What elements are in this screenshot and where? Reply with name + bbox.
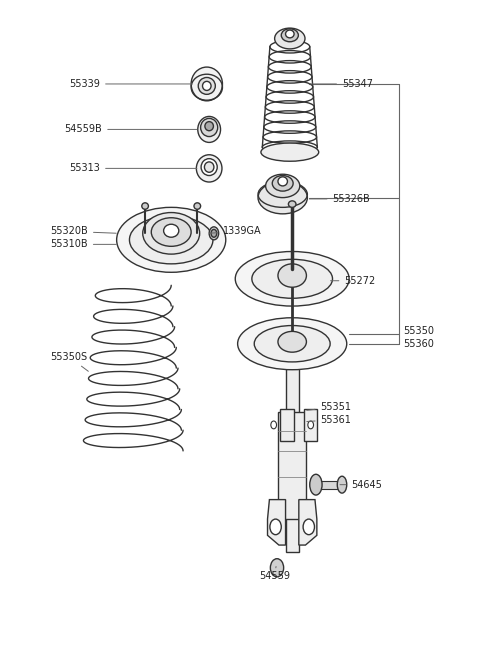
Ellipse shape [310, 474, 322, 495]
Text: 54559: 54559 [259, 567, 290, 580]
Circle shape [270, 519, 281, 534]
Circle shape [308, 421, 313, 429]
Text: 1339GA: 1339GA [210, 227, 262, 236]
Text: 55326B: 55326B [309, 194, 370, 204]
Circle shape [303, 519, 314, 534]
Text: 55310B: 55310B [50, 239, 116, 250]
Ellipse shape [337, 476, 347, 493]
Ellipse shape [205, 122, 214, 131]
Ellipse shape [198, 77, 216, 94]
Ellipse shape [278, 177, 288, 186]
Ellipse shape [142, 203, 148, 210]
Ellipse shape [252, 259, 333, 298]
Ellipse shape [254, 326, 330, 362]
Ellipse shape [164, 224, 179, 237]
Ellipse shape [198, 117, 220, 142]
Ellipse shape [194, 203, 201, 210]
Ellipse shape [270, 559, 284, 577]
Ellipse shape [143, 213, 200, 254]
Ellipse shape [196, 155, 222, 182]
Ellipse shape [238, 318, 347, 369]
Text: 55351: 55351 [307, 402, 352, 412]
Text: 54559B: 54559B [64, 124, 197, 134]
Text: 54645: 54645 [340, 479, 383, 490]
Text: 55339: 55339 [69, 79, 192, 89]
Text: 55361: 55361 [307, 415, 351, 424]
Ellipse shape [265, 174, 300, 198]
Ellipse shape [203, 81, 211, 90]
Ellipse shape [151, 217, 191, 246]
Ellipse shape [191, 67, 222, 101]
Ellipse shape [201, 159, 217, 176]
Ellipse shape [261, 143, 319, 161]
Ellipse shape [204, 162, 214, 172]
Ellipse shape [258, 181, 307, 214]
Ellipse shape [281, 29, 299, 42]
Ellipse shape [275, 28, 305, 49]
Text: 55313: 55313 [69, 163, 197, 174]
Text: 55360: 55360 [404, 339, 434, 348]
Ellipse shape [278, 264, 306, 288]
Bar [316, 481, 342, 489]
Ellipse shape [286, 30, 294, 38]
Circle shape [271, 421, 276, 429]
Ellipse shape [201, 119, 218, 136]
Polygon shape [267, 500, 286, 545]
Ellipse shape [209, 227, 219, 240]
Bar [280, 409, 294, 441]
Ellipse shape [235, 252, 349, 306]
Bar [278, 412, 306, 519]
Bar [304, 409, 317, 441]
Ellipse shape [288, 201, 296, 208]
Text: 55320B: 55320B [50, 227, 116, 236]
Text: 55350S: 55350S [50, 352, 88, 371]
Text: 55347: 55347 [309, 79, 373, 89]
Bar [286, 347, 299, 552]
Polygon shape [299, 500, 317, 545]
Ellipse shape [211, 229, 217, 237]
Text: 55272: 55272 [331, 276, 376, 286]
Ellipse shape [278, 331, 306, 352]
Ellipse shape [272, 176, 293, 191]
Text: 55350: 55350 [404, 326, 435, 336]
Ellipse shape [130, 215, 213, 264]
Ellipse shape [117, 208, 226, 272]
